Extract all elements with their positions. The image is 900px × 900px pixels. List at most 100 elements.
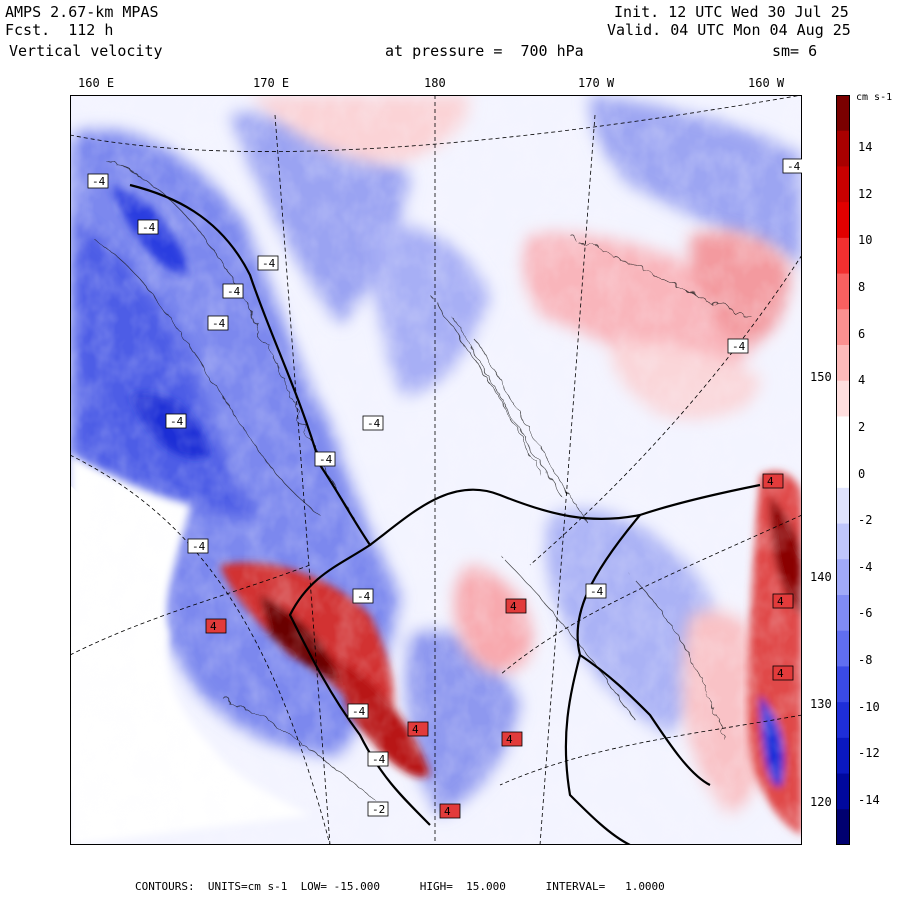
colorbar-tick-label: 12 — [858, 186, 873, 201]
maximum-marker — [439, 803, 461, 819]
extrema-label: -4 — [192, 540, 206, 553]
minimum-marker — [314, 451, 336, 467]
graticule — [70, 95, 802, 845]
colorbar-units: cm s-1 — [856, 92, 893, 103]
extrema-label: -4 — [142, 221, 156, 234]
maximum-marker — [501, 731, 523, 747]
extrema-label: 4 — [506, 733, 513, 746]
pressure-level: at pressure = 700 hPa — [385, 42, 584, 60]
lon-label-170w: 170 W — [578, 76, 615, 90]
colorbar-tick-label: -14 — [858, 793, 880, 807]
colorbar-swatch — [836, 416, 850, 453]
colorbar-swatch — [836, 166, 850, 203]
maximum-marker — [205, 618, 227, 634]
minimum-marker — [207, 315, 229, 331]
lon-label-170e: 170 E — [253, 76, 290, 90]
colorbar-swatch — [836, 773, 850, 810]
colorbar-swatch — [836, 452, 850, 489]
minimum-marker — [165, 413, 187, 429]
colorbar-tick-label: 0 — [858, 466, 866, 481]
colorbar-tick-label: -2 — [858, 513, 873, 528]
colorbar-tick-label: 14 — [858, 140, 873, 154]
colorbar-swatch — [836, 630, 850, 667]
colorbar-swatch — [836, 737, 850, 775]
minimum-marker — [257, 255, 279, 271]
colorbar-tick-label: -12 — [858, 746, 880, 761]
extrema-label: -4 — [372, 753, 386, 766]
smoothing-level: sm= 6 — [772, 42, 818, 60]
extrema-label: 4 — [210, 620, 217, 633]
extrema-label: -4 — [319, 453, 333, 466]
minimum-marker — [367, 751, 389, 767]
colorbar-swatch — [836, 309, 850, 346]
minimum-marker — [137, 219, 159, 235]
colorbar-swatch — [836, 559, 850, 596]
extrema-label: 4 — [412, 723, 419, 736]
colorbar-tick-label: -10 — [858, 699, 880, 714]
colorbar-tick-label: -8 — [858, 653, 873, 668]
model-title: AMPS 2.67-km MPAS — [5, 3, 159, 21]
maximum-marker — [505, 598, 527, 614]
minimum-marker — [727, 338, 749, 354]
extrema-label: -4 — [357, 590, 371, 603]
colorbar-swatch — [836, 237, 850, 275]
colorbar-swatch — [836, 345, 850, 382]
colorbar-swatch — [836, 202, 850, 239]
colorbar-swatch — [836, 487, 850, 525]
lon-label-180: 180 — [424, 76, 446, 90]
extrema-label: 4 — [777, 595, 784, 608]
init-time: Init. 12 UTC Wed 30 Jul 25 — [614, 3, 849, 21]
colorbar-tick-label: 10 — [858, 233, 873, 248]
extrema-label: -4 — [170, 415, 184, 428]
minimum-marker — [347, 703, 369, 719]
extrema-label: -4 — [590, 585, 604, 598]
lon-label-160w: 160 W — [748, 76, 785, 90]
colorbar-tick-label: 2 — [858, 419, 866, 434]
extrema-label: -4 — [262, 257, 276, 270]
colorbar-tick-label: 6 — [858, 326, 866, 341]
maximum-marker — [772, 593, 794, 609]
colorbar-tick-label: -6 — [858, 606, 873, 621]
vertical-velocity-map: -4 -4 -4 -4 -4 -4 -4 -4 -4 -4 -4 -4 -4 -4 -4 4 4 4 4 4 4 4 4 -2 — [70, 95, 802, 845]
extrema-label: -4 — [227, 285, 241, 298]
colorbar-tick-label: 8 — [858, 279, 866, 294]
minimum-marker — [585, 583, 607, 599]
extrema-label: 4 — [767, 475, 774, 488]
colorbar-swatch — [836, 95, 850, 132]
colorbar — [836, 95, 850, 845]
extrema-label: -4 — [787, 160, 801, 173]
colorbar-swatch — [836, 380, 850, 417]
extrema-label: -4 — [732, 340, 746, 353]
minimum-marker — [352, 588, 374, 604]
extrema-labels: -4 -4 -4 -4 -4 -4 -4 -4 -4 -4 -4 -4 -4 -4 -4 4 4 4 4 4 4 4 4 -2 — [87, 158, 802, 819]
maximum-marker — [762, 473, 784, 489]
minimum-marker — [222, 283, 244, 299]
colorbar-tick-label: 4 — [858, 373, 866, 388]
extrema-label: 4 — [777, 667, 784, 680]
extrema-label: -4 — [352, 705, 366, 718]
colorbar-swatch — [836, 273, 850, 310]
maximum-marker — [772, 665, 794, 681]
forecast-hour: Fcst. 112 h — [5, 21, 114, 39]
extrema-label: -2 — [372, 803, 385, 816]
extrema-label: 4 — [444, 805, 451, 818]
minimum-marker — [187, 538, 209, 554]
valid-time: Valid. 04 UTC Mon 04 Aug 25 — [607, 21, 851, 39]
lon-label-160e: 160 E — [78, 76, 115, 90]
field-name: Vertical velocity — [9, 42, 163, 60]
colorbar-swatch — [836, 523, 850, 560]
minimum-marker — [362, 415, 384, 431]
extrema-label: 4 — [510, 600, 517, 613]
minimum-marker — [782, 158, 802, 174]
minimum-marker — [87, 173, 109, 189]
extrema-label: -4 — [367, 417, 381, 430]
extrema-label: -4 — [92, 175, 106, 188]
colorbar-swatch — [836, 595, 850, 632]
colorbar-swatch — [836, 702, 850, 739]
colorbar-swatch — [836, 130, 850, 167]
colorbar-swatch — [836, 809, 850, 845]
maximum-marker — [407, 721, 429, 737]
colorbar-tick-label: -4 — [858, 559, 873, 574]
contour-info-footer: CONTOURS: UNITS=cm s-1 LOW= -15.000 HIGH… — [135, 880, 665, 893]
extrema-label: -4 — [212, 317, 226, 330]
